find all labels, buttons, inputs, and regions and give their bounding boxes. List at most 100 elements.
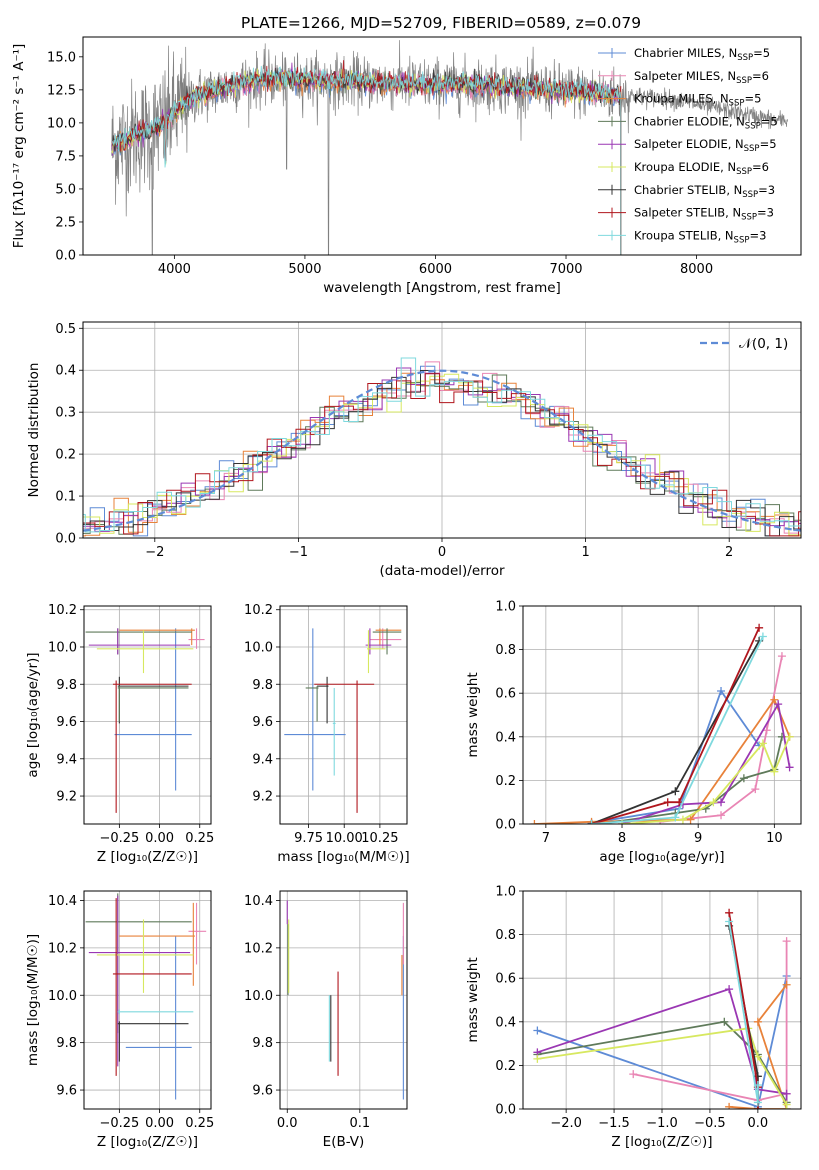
y-tick-label: 0.0: [495, 818, 516, 833]
y-tick-label: 0.8: [495, 643, 516, 658]
x-tick-label: −1.5: [598, 1116, 630, 1131]
plot-content-age_vs_Z: [85, 628, 205, 813]
x-tick-label: 9.75: [294, 831, 323, 846]
x-tick-label: 0.25: [185, 1116, 214, 1131]
x-tick-label: 10: [766, 831, 783, 846]
y-tick-label: 1.0: [495, 885, 516, 900]
mass-weight-line: [591, 627, 760, 824]
y-tick-label: 9.6: [56, 715, 77, 730]
x-tick-label: 0.25: [185, 831, 214, 846]
x-axis-label: Z [log₁₀(Z/Z☉)]: [97, 1134, 198, 1150]
plot-content-mass_vs_Z: [85, 893, 207, 1100]
legend-label: Salpeter STELIB, NSSP=3: [634, 206, 774, 223]
mass-weight-marker: [774, 700, 783, 709]
mass-weight-line: [537, 1020, 788, 1103]
y-tick-label: 10.2: [244, 941, 273, 956]
x-tick-label: 4000: [158, 262, 191, 277]
spectrum-data-line: [111, 40, 789, 255]
x-tick-label: 0.1: [349, 1116, 370, 1131]
y-axis-label: Normed distribution: [26, 363, 42, 498]
mass-weight-line: [591, 689, 760, 824]
errorbar-point: [96, 919, 194, 993]
y-tick-label: 0.4: [495, 1015, 516, 1030]
y-tick-label: 0.3: [55, 406, 76, 421]
axes-frame: [83, 890, 212, 1110]
x-tick-label: 0.00: [145, 831, 174, 846]
y-tick-label: 9.8: [252, 678, 273, 693]
residual-hist-step: [83, 373, 801, 536]
x-axis-label: mass [log₁₀(M/M☉)]: [277, 849, 409, 865]
mass-weight-marker: [533, 1054, 542, 1063]
errorbar-point: [112, 898, 192, 1076]
plot-content-mass_vs_ebv: [286, 900, 404, 1100]
mass-weight-marker: [785, 732, 794, 741]
y-tick-label: 10.4: [48, 894, 77, 909]
x-tick-label: 9: [694, 831, 702, 846]
y-tick-label: 0.6: [495, 972, 516, 987]
mass-weight-marker: [753, 1017, 762, 1026]
residual-hist-step: [83, 361, 801, 534]
errorbar-point: [119, 628, 195, 646]
x-axis-label: age [log₁₀(age/yr)]: [599, 849, 724, 865]
residual-hist-step: [83, 373, 801, 537]
x-tick-label: 7000: [549, 262, 582, 277]
y-tick-label: 9.6: [252, 715, 273, 730]
legend-label: Chabrier ELODIE, NSSP=5: [634, 114, 778, 131]
axes-frame: [279, 890, 408, 1110]
mass-weight-marker: [530, 820, 539, 824]
y-tick-label: 7.5: [55, 149, 76, 164]
mass-weight-marker: [762, 726, 771, 735]
mass-weight-marker: [782, 1105, 791, 1109]
y-tick-label: 12.5: [47, 83, 76, 98]
errorbar-point: [88, 895, 191, 1067]
errorbar-point: [369, 628, 402, 649]
mass-weight-line: [534, 697, 791, 824]
mass-weight-marker: [753, 1098, 762, 1107]
mass-weight-line: [729, 984, 788, 1109]
figure-title: PLATE=1266, MJD=52709, FIBERID=0589, z=0…: [241, 14, 641, 32]
errorbar-point: [114, 628, 192, 791]
residual-hist-step: [83, 374, 801, 535]
x-tick-label: −0.25: [99, 1116, 139, 1131]
errorbar-point: [117, 1009, 194, 1015]
legend-normal-label: 𝒩(0, 1): [739, 336, 788, 352]
mass-weight-marker: [671, 813, 680, 822]
x-tick-label: 10.25: [361, 831, 398, 846]
panel-spectrum: 4000 5000 6000 7000 8000 0.0 2.5 5.0 7.5 10.0 12.5…: [11, 36, 802, 296]
mass-weight-line: [599, 736, 783, 824]
mass-weight-marker: [725, 908, 734, 917]
mass-weight-marker: [629, 1070, 638, 1079]
errorbar-point: [188, 902, 207, 965]
x-tick-label: 8: [618, 831, 626, 846]
x-tick-label: 7: [542, 831, 550, 846]
mass-weight-line: [728, 921, 759, 1103]
mass-weight-marker: [777, 652, 786, 661]
y-tick-label: 9.8: [56, 1036, 77, 1051]
y-tick-label: 0.2: [55, 448, 76, 463]
y-tick-label: 2.5: [55, 215, 76, 230]
y-tick-label: 0.2: [495, 774, 516, 789]
errorbar-point: [305, 686, 319, 722]
x-tick-label: −1: [289, 545, 308, 560]
y-tick-label: 10.2: [48, 603, 77, 618]
mass-weight-marker: [770, 695, 779, 704]
x-tick-label: 1: [581, 545, 589, 560]
errorbar-point: [117, 686, 189, 722]
panel-age_vs_Z: −0.25 0.00 0.25 9.2 9.4 9.6 9.8 10.0 10.2 Z [log₁…: [25, 603, 214, 865]
residual-hist-step: [83, 372, 801, 537]
x-tick-label: −2: [145, 545, 164, 560]
x-tick-label: −2.0: [550, 1116, 582, 1131]
x-tick-label: 0.0: [748, 1116, 769, 1131]
y-tick-label: 10.0: [244, 989, 273, 1004]
errorbar-point: [125, 936, 192, 1100]
y-tick-label: 10.2: [244, 603, 273, 618]
mass-weight-marker: [709, 798, 718, 807]
x-tick-label: 0.00: [145, 1116, 174, 1131]
x-axis-label: Z [log₁₀(Z/Z☉)]: [97, 849, 198, 865]
x-axis-label: Z [log₁₀(Z/Z☉)]: [611, 1134, 712, 1150]
legend-label: Chabrier STELIB, NSSP=3: [634, 183, 775, 200]
y-tick-label: 10.2: [48, 941, 77, 956]
y-tick-label: 1.0: [495, 600, 516, 615]
y-tick-label: 0.2: [495, 1059, 516, 1074]
y-tick-label: 0.6: [495, 687, 516, 702]
